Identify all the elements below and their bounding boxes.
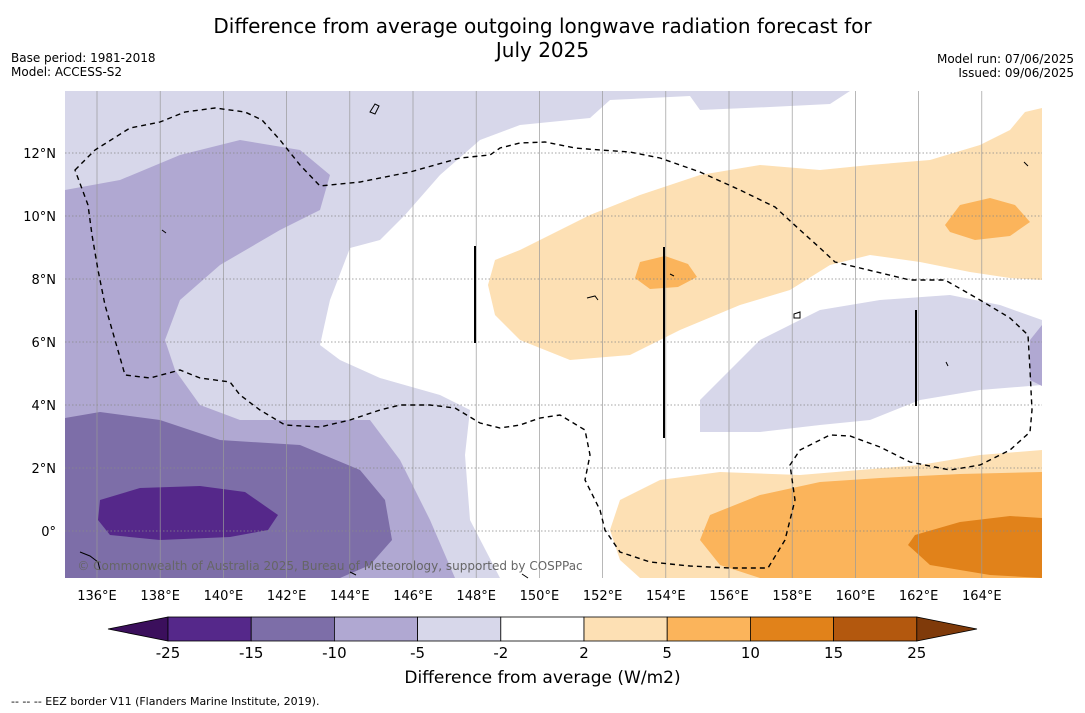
colorbar-tick-labels: -25 -15 -10 -5 -2 2 5 10 15 25 <box>156 644 927 662</box>
anomaly-region-dark-purple <box>98 486 278 540</box>
colorbar-tick-label: 10 <box>741 644 760 662</box>
lon-label: 160°E <box>836 589 876 604</box>
colorbar-tick-label: 15 <box>824 644 843 662</box>
island-1 <box>369 103 380 115</box>
lat-label: 10°N <box>23 210 56 225</box>
colorbar-box <box>250 616 335 642</box>
lat-label: 8°N <box>32 273 57 288</box>
lon-label: 140°E <box>204 589 244 604</box>
chart-title: Difference from average outgoing longwav… <box>0 14 1085 62</box>
lat-label: 6°N <box>32 336 57 351</box>
lat-label: 0° <box>41 525 56 540</box>
island-9 <box>669 273 675 277</box>
island-7 <box>349 571 357 576</box>
island-6 <box>79 551 101 571</box>
lat-label: 12°N <box>23 147 56 162</box>
eez-border <box>74 107 1033 569</box>
island-4 <box>793 311 801 319</box>
lon-label: 162°E <box>899 589 939 604</box>
colorbar-tick-label: -2 <box>493 644 508 662</box>
lon-label: 146°E <box>393 589 433 604</box>
anomaly-region-orange-patch-2 <box>945 198 1030 240</box>
colorbar-box <box>417 616 502 642</box>
map-grid <box>65 91 1042 578</box>
colorbar-extend-max <box>916 616 978 642</box>
colorbar-label: Difference from average (W/m2) <box>404 668 681 688</box>
vertical-markers <box>474 246 917 438</box>
lon-label: 154°E <box>646 589 686 604</box>
colorbar-box <box>500 616 585 642</box>
anomaly-region-light-orange-north <box>488 108 1042 360</box>
footnote: -- -- -- EEZ border V11 (Flanders Marine… <box>11 695 320 708</box>
base-period: Base period: 1981-2018 <box>11 51 156 65</box>
lon-label: 152°E <box>583 589 623 604</box>
island-8 <box>521 573 529 579</box>
colorbar-tick-label: -15 <box>239 644 264 662</box>
lat-label: 4°N <box>32 399 57 414</box>
colorbar-boxes <box>107 616 978 642</box>
lon-label: 138°E <box>140 589 180 604</box>
island-5 <box>945 361 949 367</box>
island-10 <box>1023 161 1029 167</box>
title-line-1: Difference from average outgoing longwav… <box>213 14 872 38</box>
lon-label: 144°E <box>330 589 370 604</box>
island-3 <box>586 295 599 301</box>
longitude-labels: 136°E 138°E 140°E 142°E 144°E 146°E 148°E 150°E… <box>77 589 1001 604</box>
colorbar-extend-min <box>107 616 169 642</box>
lon-label: 136°E <box>77 589 117 604</box>
title-line-2: July 2025 <box>495 38 590 62</box>
colorbar-box <box>333 616 418 642</box>
colorbar-box <box>666 616 751 642</box>
island-2 <box>161 229 167 234</box>
colorbar-tick-label: -25 <box>156 644 181 662</box>
lon-label: 164°E <box>962 589 1002 604</box>
meta-right: Model run: 07/06/2025 Issued: 09/06/2025 <box>937 52 1074 80</box>
lon-label: 150°E <box>520 589 560 604</box>
lon-label: 156°E <box>709 589 749 604</box>
copyright-text: © Commonwealth of Australia 2025, Bureau… <box>77 559 582 573</box>
colorbar-tick-label: 5 <box>662 644 672 662</box>
colorbar-box <box>583 616 668 642</box>
anomaly-region-dark-orange-south <box>908 516 1042 578</box>
colorbar-tick-label: 2 <box>579 644 589 662</box>
colorbar-box <box>167 616 252 642</box>
colorbar-box <box>750 616 835 642</box>
islands <box>79 103 1029 579</box>
lon-label: 158°E <box>772 589 812 604</box>
colorbar-tick-label: -10 <box>322 644 347 662</box>
issued-date: Issued: 09/06/2025 <box>958 66 1074 80</box>
colorbar-tick-label: 25 <box>907 644 926 662</box>
latitude-labels: 12°N 10°N 8°N 6°N 4°N 2°N 0° <box>23 147 56 540</box>
meta-left: Base period: 1981-2018 Model: ACCESS-S2 <box>11 51 156 79</box>
map-fields <box>65 91 1042 578</box>
lat-label: 2°N <box>32 462 57 477</box>
model-name: Model: ACCESS-S2 <box>11 65 123 79</box>
lon-label: 148°E <box>456 589 496 604</box>
anomaly-region-light-lavender-east <box>700 295 1042 432</box>
model-run: Model run: 07/06/2025 <box>936 52 1074 66</box>
anomaly-region-lavender-east <box>1030 325 1042 386</box>
colorbar-tick-label: -5 <box>410 644 425 662</box>
colorbar-box <box>833 616 918 642</box>
lon-label: 142°E <box>267 589 307 604</box>
